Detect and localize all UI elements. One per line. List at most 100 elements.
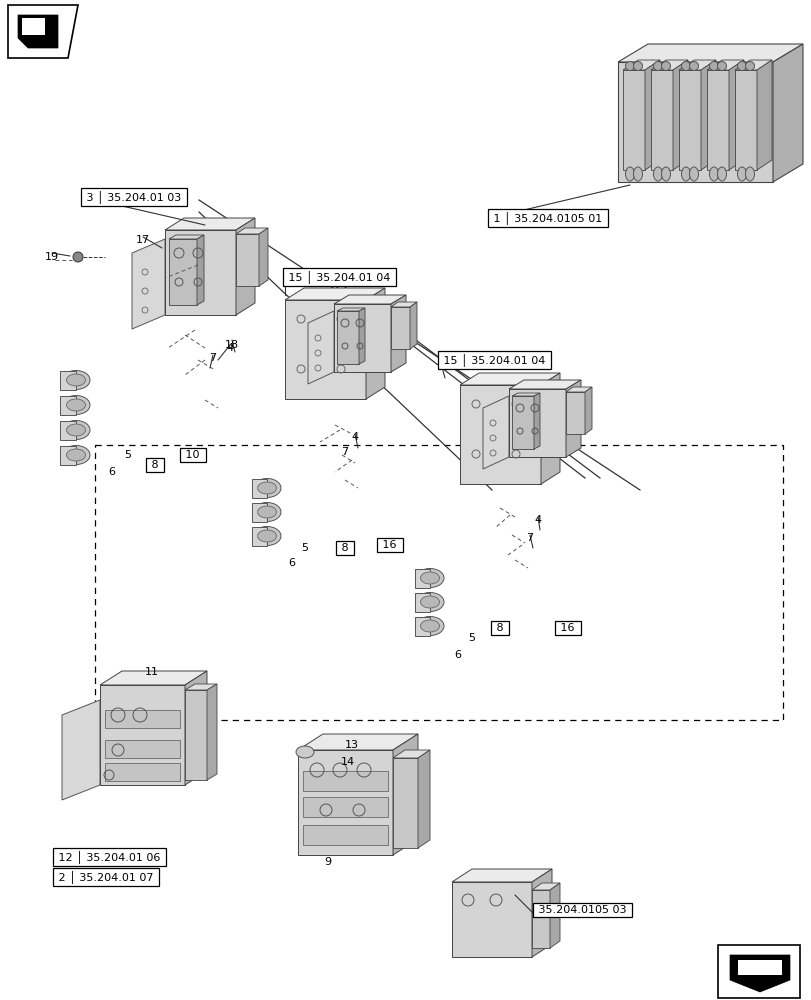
Polygon shape: [391, 302, 417, 307]
Polygon shape: [728, 60, 743, 170]
Bar: [105, 710, 180, 728]
Polygon shape: [236, 234, 259, 286]
Polygon shape: [678, 60, 715, 70]
Bar: [105, 763, 180, 781]
Polygon shape: [734, 70, 756, 170]
Text: 2 │ 35.204.01 07: 2 │ 35.204.01 07: [55, 870, 157, 884]
Polygon shape: [756, 60, 771, 170]
Text: 4: 4: [534, 515, 541, 525]
Polygon shape: [391, 307, 410, 349]
Bar: [105, 740, 180, 758]
Polygon shape: [393, 750, 430, 758]
Circle shape: [736, 62, 745, 71]
Text: 7: 7: [209, 353, 217, 363]
Polygon shape: [333, 295, 406, 304]
Polygon shape: [197, 235, 204, 305]
Bar: [251, 503, 267, 522]
Polygon shape: [650, 70, 672, 170]
Ellipse shape: [62, 446, 90, 464]
Bar: [303, 825, 388, 845]
Polygon shape: [700, 60, 715, 170]
Ellipse shape: [744, 167, 753, 181]
Text: 17: 17: [135, 235, 150, 245]
Bar: [60, 396, 76, 415]
Circle shape: [633, 62, 642, 71]
Text: 4: 4: [351, 432, 358, 442]
Circle shape: [624, 62, 633, 71]
Circle shape: [653, 62, 662, 71]
Polygon shape: [393, 758, 418, 848]
Polygon shape: [366, 288, 384, 399]
Bar: [251, 479, 267, 498]
Polygon shape: [737, 960, 781, 975]
Polygon shape: [8, 5, 78, 58]
Ellipse shape: [624, 167, 633, 181]
Polygon shape: [706, 60, 743, 70]
Polygon shape: [531, 869, 551, 957]
Ellipse shape: [653, 167, 662, 181]
Polygon shape: [617, 44, 802, 62]
Text: 9: 9: [324, 857, 331, 867]
Text: 6: 6: [288, 558, 295, 568]
Polygon shape: [622, 60, 659, 70]
Bar: [414, 593, 430, 612]
Ellipse shape: [67, 399, 85, 411]
Text: 6: 6: [109, 467, 115, 477]
Polygon shape: [729, 955, 789, 992]
Polygon shape: [650, 60, 687, 70]
Circle shape: [661, 62, 670, 71]
Ellipse shape: [257, 530, 277, 542]
Polygon shape: [337, 308, 365, 311]
Ellipse shape: [420, 596, 439, 608]
Ellipse shape: [67, 449, 85, 461]
Text: 5: 5: [301, 543, 308, 553]
Text: 8: 8: [148, 460, 162, 470]
Ellipse shape: [62, 420, 90, 440]
Bar: [60, 421, 76, 440]
Polygon shape: [236, 218, 255, 315]
Polygon shape: [22, 18, 45, 35]
Polygon shape: [512, 393, 539, 396]
Bar: [303, 797, 388, 817]
Bar: [60, 371, 76, 390]
Polygon shape: [298, 750, 393, 855]
Polygon shape: [100, 671, 207, 685]
Polygon shape: [285, 288, 384, 300]
Text: 10: 10: [182, 450, 204, 460]
Ellipse shape: [62, 395, 90, 414]
Polygon shape: [460, 385, 540, 484]
Polygon shape: [534, 393, 539, 449]
Text: 18: 18: [225, 340, 238, 350]
Polygon shape: [622, 70, 644, 170]
Polygon shape: [508, 380, 581, 389]
Ellipse shape: [253, 502, 281, 522]
Polygon shape: [259, 228, 268, 286]
Polygon shape: [617, 62, 772, 182]
Polygon shape: [452, 869, 551, 882]
Polygon shape: [672, 60, 687, 170]
Polygon shape: [734, 60, 771, 70]
Polygon shape: [531, 890, 549, 948]
Polygon shape: [460, 373, 560, 385]
Polygon shape: [565, 380, 581, 457]
Polygon shape: [185, 690, 207, 780]
Ellipse shape: [420, 572, 439, 584]
Polygon shape: [18, 15, 58, 48]
Ellipse shape: [689, 167, 697, 181]
Ellipse shape: [736, 167, 745, 181]
Ellipse shape: [420, 620, 439, 632]
Bar: [303, 771, 388, 791]
Circle shape: [689, 62, 697, 71]
Circle shape: [709, 62, 718, 71]
Polygon shape: [706, 70, 728, 170]
Polygon shape: [185, 684, 217, 690]
Polygon shape: [307, 311, 333, 384]
Polygon shape: [512, 396, 534, 449]
Ellipse shape: [415, 592, 444, 611]
Polygon shape: [285, 300, 366, 399]
Ellipse shape: [253, 526, 281, 546]
Text: 5: 5: [468, 633, 475, 643]
Polygon shape: [337, 311, 358, 364]
Ellipse shape: [717, 167, 726, 181]
Text: 15 │ 35.204.01 04: 15 │ 35.204.01 04: [285, 270, 393, 284]
